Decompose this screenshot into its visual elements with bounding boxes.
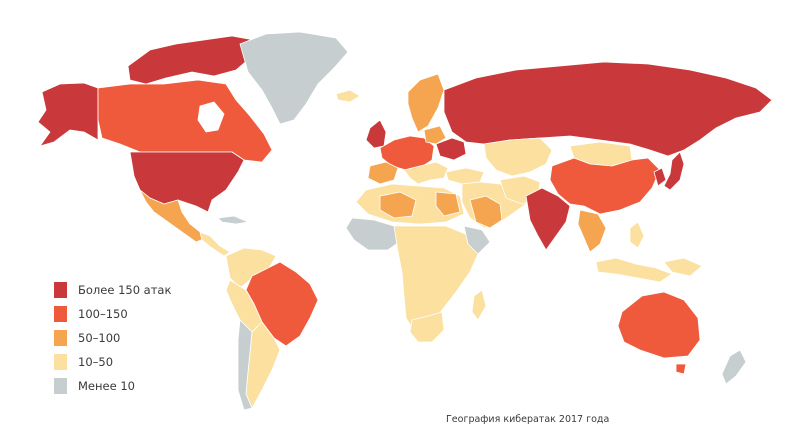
region-australia <box>617 291 701 359</box>
region-algeria-libya <box>379 191 417 219</box>
region-eastern-europe <box>423 125 447 145</box>
region-new-guinea <box>663 257 703 277</box>
map-legend: Более 150 атак 100–150 50–100 10–50 Мене… <box>54 278 214 398</box>
region-egypt <box>435 191 461 217</box>
region-saudi-arabia <box>469 195 503 229</box>
region-central-america <box>199 231 231 257</box>
legend-swatch <box>54 354 67 370</box>
region-tasmania <box>675 363 687 375</box>
region-central-africa <box>393 225 479 335</box>
region-new-zealand <box>721 349 747 385</box>
region-canada <box>97 79 273 163</box>
region-chile <box>237 319 253 411</box>
legend-item-over-150: Более 150 атак <box>54 278 214 302</box>
legend-label: 50–100 <box>78 331 121 345</box>
region-south-africa <box>409 311 445 343</box>
region-iceland <box>335 89 361 103</box>
legend-label: 100–150 <box>78 307 128 321</box>
legend-item-10-50: 10–50 <box>54 350 214 374</box>
legend-item-50-100: 50–100 <box>54 326 214 350</box>
legend-swatch <box>54 378 67 394</box>
region-scandinavia <box>407 73 445 133</box>
legend-swatch <box>54 282 67 298</box>
region-italy-balkans <box>403 161 449 185</box>
region-hudson-bay <box>197 101 225 133</box>
region-cuba <box>217 215 249 225</box>
region-southeast-asia <box>577 209 607 253</box>
legend-label: Менее 10 <box>78 379 135 393</box>
region-russia <box>443 61 773 157</box>
region-kazakhstan-central-asia <box>483 137 553 177</box>
legend-label: 10–50 <box>78 355 114 369</box>
map-caption: География кибератак 2017 года <box>446 414 610 425</box>
region-horn-of-africa <box>463 225 491 255</box>
region-philippines <box>629 221 645 249</box>
region-alaska <box>37 82 99 147</box>
legend-item-under-10: Менее 10 <box>54 374 214 398</box>
region-ukraine <box>435 137 467 161</box>
legend-swatch <box>54 306 67 322</box>
legend-swatch <box>54 330 67 346</box>
region-canada-arctic-islands <box>127 35 255 85</box>
region-indonesia <box>595 257 673 283</box>
region-iberia <box>367 161 399 185</box>
legend-label: Более 150 атак <box>78 283 172 297</box>
region-india <box>525 187 571 251</box>
region-uk-ireland <box>365 119 387 149</box>
region-turkey <box>445 167 485 185</box>
region-west-africa <box>345 217 403 251</box>
region-madagascar <box>471 289 487 321</box>
region-korea <box>653 167 667 187</box>
region-japan <box>663 151 685 191</box>
region-greenland <box>239 31 349 125</box>
region-china <box>549 157 661 215</box>
legend-item-100-150: 100–150 <box>54 302 214 326</box>
